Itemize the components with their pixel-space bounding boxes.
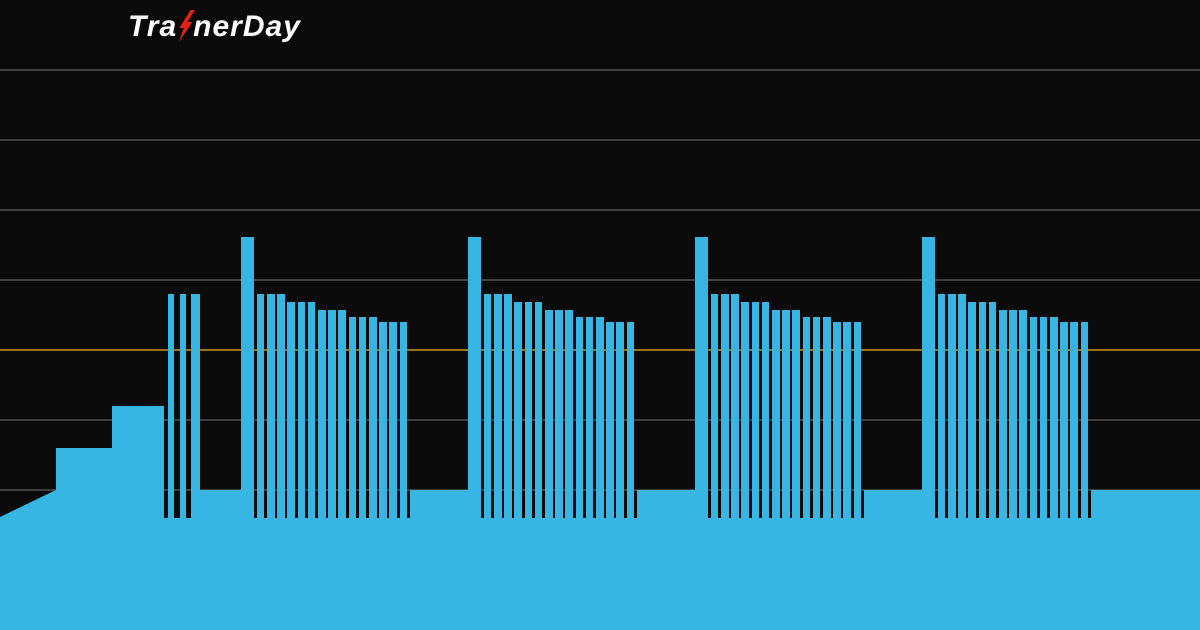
gridline (0, 69, 1200, 71)
set3-interval (710, 294, 719, 518)
set4-interval (998, 310, 1007, 518)
lightning-bolt-icon (175, 10, 196, 50)
set1-interval (348, 317, 357, 518)
set1-interval (358, 317, 367, 518)
set1-interval (297, 302, 306, 518)
set1-surge (240, 237, 254, 518)
set2-interval (565, 310, 573, 518)
set3-interval (731, 294, 739, 518)
gridline (0, 139, 1200, 141)
set4-interval (1080, 322, 1089, 518)
set3-interval (771, 310, 780, 518)
blue-base-band (0, 518, 1200, 630)
set4-interval (1060, 322, 1068, 518)
set2-interval (595, 317, 604, 518)
set2-surge (467, 237, 481, 518)
set1-interval (389, 322, 397, 518)
gridline (0, 209, 1200, 211)
warmup-step (56, 448, 112, 518)
set4-interval (978, 302, 987, 518)
set2-interval (585, 317, 594, 518)
set4-interval (947, 294, 956, 518)
recovery (864, 490, 922, 518)
set4-interval (1070, 322, 1078, 518)
set4-interval (1029, 317, 1038, 518)
trainerday-logo: Tra nerDay (128, 10, 301, 50)
set3-interval (843, 322, 851, 518)
set4-interval (968, 302, 976, 518)
set3-interval (751, 302, 760, 518)
set4-interval (1039, 317, 1048, 518)
set2-interval (493, 294, 502, 518)
set4-interval (1009, 310, 1017, 518)
set2-interval (514, 302, 522, 518)
set3-interval (822, 317, 831, 518)
set4-interval (937, 294, 946, 518)
set3-interval (833, 322, 841, 518)
set2-interval (626, 322, 635, 518)
set3-surge (694, 237, 708, 518)
set3-interval (741, 302, 749, 518)
set2-interval (616, 322, 624, 518)
warmup-ramp (0, 490, 56, 518)
gridline (0, 279, 1200, 281)
recovery (199, 490, 241, 518)
set2-interval (555, 310, 563, 518)
set2-interval (534, 302, 543, 518)
set2-interval (483, 294, 492, 518)
set3-interval (802, 317, 811, 518)
set2-interval (504, 294, 512, 518)
set1-interval (277, 294, 285, 518)
set1-interval (368, 317, 377, 518)
set3-interval (761, 302, 770, 518)
set1-interval (328, 310, 336, 518)
set1-interval (287, 302, 295, 518)
set1-interval (256, 294, 265, 518)
warmup-step (112, 406, 165, 518)
set4-surge (921, 237, 935, 518)
set1-interval (317, 310, 326, 518)
set4-interval (988, 302, 997, 518)
set4-interval (1049, 317, 1058, 518)
set4-interval (958, 294, 966, 518)
set1-interval (338, 310, 346, 518)
set1-interval (266, 294, 275, 518)
set2-interval (524, 302, 533, 518)
opener (180, 294, 186, 518)
logo-text-left: Tra (128, 10, 178, 43)
set3-interval (792, 310, 800, 518)
set1-interval (399, 322, 408, 518)
set2-interval (575, 317, 584, 518)
set1-interval (307, 302, 316, 518)
recovery (1091, 490, 1200, 518)
set3-interval (853, 322, 862, 518)
set3-interval (812, 317, 821, 518)
opener (168, 294, 175, 518)
set3-interval (720, 294, 729, 518)
set2-interval (606, 322, 614, 518)
set3-interval (782, 310, 790, 518)
recovery (637, 490, 695, 518)
set4-interval (1019, 310, 1027, 518)
set1-interval (379, 322, 387, 518)
recovery (410, 490, 468, 518)
logo-text-right: nerDay (193, 10, 301, 43)
set2-interval (544, 310, 553, 518)
opener (191, 294, 200, 518)
